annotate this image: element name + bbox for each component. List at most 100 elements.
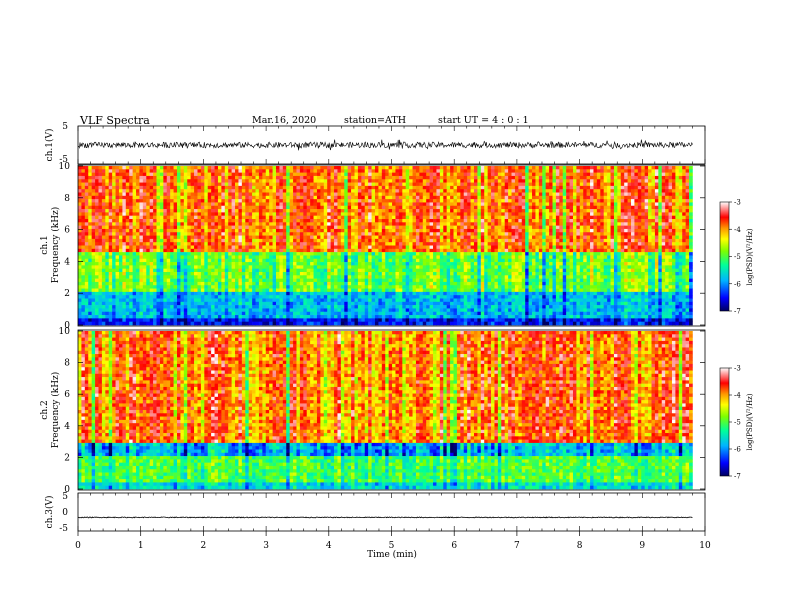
spectrogram-cell (225, 226, 229, 230)
spectrogram-cell (457, 209, 461, 213)
spectrogram-cell (682, 252, 686, 256)
spectrogram-cell (652, 226, 656, 230)
spectrogram-cell (631, 166, 635, 170)
spectrogram-cell (180, 202, 184, 206)
spectrogram-cell (546, 206, 550, 210)
spectrogram-cell (450, 226, 454, 230)
spectrogram-cell (638, 252, 642, 256)
spectrogram-cell (392, 232, 396, 236)
spectrogram-cell (358, 183, 362, 187)
spectrogram-cell (320, 232, 324, 236)
spectrogram-cell (133, 239, 137, 243)
spectrogram-cell (423, 206, 427, 210)
spectrogram-cell (474, 229, 478, 233)
spectrogram-cell (283, 212, 287, 216)
spectrogram-cell (81, 232, 85, 236)
spectrogram-cell (505, 239, 509, 243)
spectrogram-cell (662, 173, 666, 177)
spectrogram-cell (157, 219, 161, 223)
spectrogram-cell (593, 169, 597, 173)
spectrogram-cell (348, 186, 352, 190)
spectrogram-cell (689, 239, 693, 243)
spectrogram-cell (590, 202, 594, 206)
spectrogram-cell (279, 236, 283, 240)
spectrogram-cell (283, 199, 287, 203)
spectrogram-cell (266, 246, 270, 250)
spectrogram-cell (273, 236, 277, 240)
spectrogram-cell (607, 222, 611, 226)
spectrogram-cell (170, 236, 174, 240)
spectrogram-cell (187, 212, 191, 216)
spectrogram-cell (300, 202, 304, 206)
spectrogram-cell (348, 229, 352, 233)
spectrogram-cell (324, 199, 328, 203)
spectrogram-cell (566, 249, 570, 253)
spectrogram-cell (645, 189, 649, 193)
spectrogram-cell (481, 183, 485, 187)
spectrogram-cell (477, 246, 481, 250)
spectrogram-cell (553, 239, 557, 243)
spectrogram-cell (648, 183, 652, 187)
spectrogram-cell (652, 236, 656, 240)
spectrogram-cell (423, 216, 427, 220)
spectrogram-cell (440, 249, 444, 253)
spectrogram-cell (553, 246, 557, 250)
spectrogram-cell (600, 242, 604, 246)
spectrogram-cell (525, 222, 529, 226)
spectrogram-cell (488, 202, 492, 206)
spectrogram-cell (559, 219, 563, 223)
spectrogram-cell (290, 226, 294, 230)
spectrogram-cell (416, 216, 420, 220)
spectrogram-cell (286, 173, 290, 177)
spectrogram-cell (170, 189, 174, 193)
spectrogram-cell (242, 252, 246, 256)
spectrogram-cell (368, 206, 372, 210)
spectrogram-cell (368, 249, 372, 253)
spectrogram-cell (392, 246, 396, 250)
spectrogram-cell (426, 226, 430, 230)
spectrogram-cell (583, 209, 587, 213)
spectrogram-cell (78, 252, 82, 256)
spectrogram-cell (157, 183, 161, 187)
spectrogram-cell (324, 189, 328, 193)
spectrogram-cell (593, 229, 597, 233)
spectrogram-cell (361, 252, 365, 256)
spectrogram-cell (116, 193, 120, 197)
spectrogram-cell (525, 202, 529, 206)
spectrogram-cell (443, 239, 447, 243)
spectrogram-cell (215, 242, 219, 246)
spectrogram-cell (570, 186, 574, 190)
spectrogram-cell (331, 222, 335, 226)
spectrogram-cell (454, 242, 458, 246)
spectrogram-cell (276, 249, 280, 253)
spectrogram-cell (215, 246, 219, 250)
spectrogram-cell (597, 209, 601, 213)
spectrogram-cell (300, 252, 304, 256)
spectrogram-cell (689, 193, 693, 197)
spectrogram-cell (92, 239, 96, 243)
spectrogram-cell (122, 252, 126, 256)
spectrogram-cell (358, 186, 362, 190)
spectrogram-cell (419, 239, 423, 243)
spectrogram-cell (290, 242, 294, 246)
spectrogram-cell (334, 169, 338, 173)
spectrogram-cell (505, 232, 509, 236)
spectrogram-cell (238, 249, 242, 253)
spectrogram-cell (283, 226, 287, 230)
spectrogram-cell (276, 209, 280, 213)
spectrogram-cell (481, 166, 485, 170)
spectrogram-cell (194, 169, 198, 173)
spectrogram-cell (645, 206, 649, 210)
spectrogram-cell (262, 252, 266, 256)
spectrogram-cell (204, 193, 208, 197)
spectrogram-cell (201, 206, 205, 210)
spectrogram-cell (355, 173, 359, 177)
spectrogram-cell (177, 242, 181, 246)
spectrogram-cell (505, 189, 509, 193)
spectrogram-cell (344, 169, 348, 173)
spectrogram-cell (81, 249, 85, 253)
spectrogram-cell (102, 183, 106, 187)
spectrogram-cell (395, 206, 399, 210)
spectrogram-cell (481, 179, 485, 183)
